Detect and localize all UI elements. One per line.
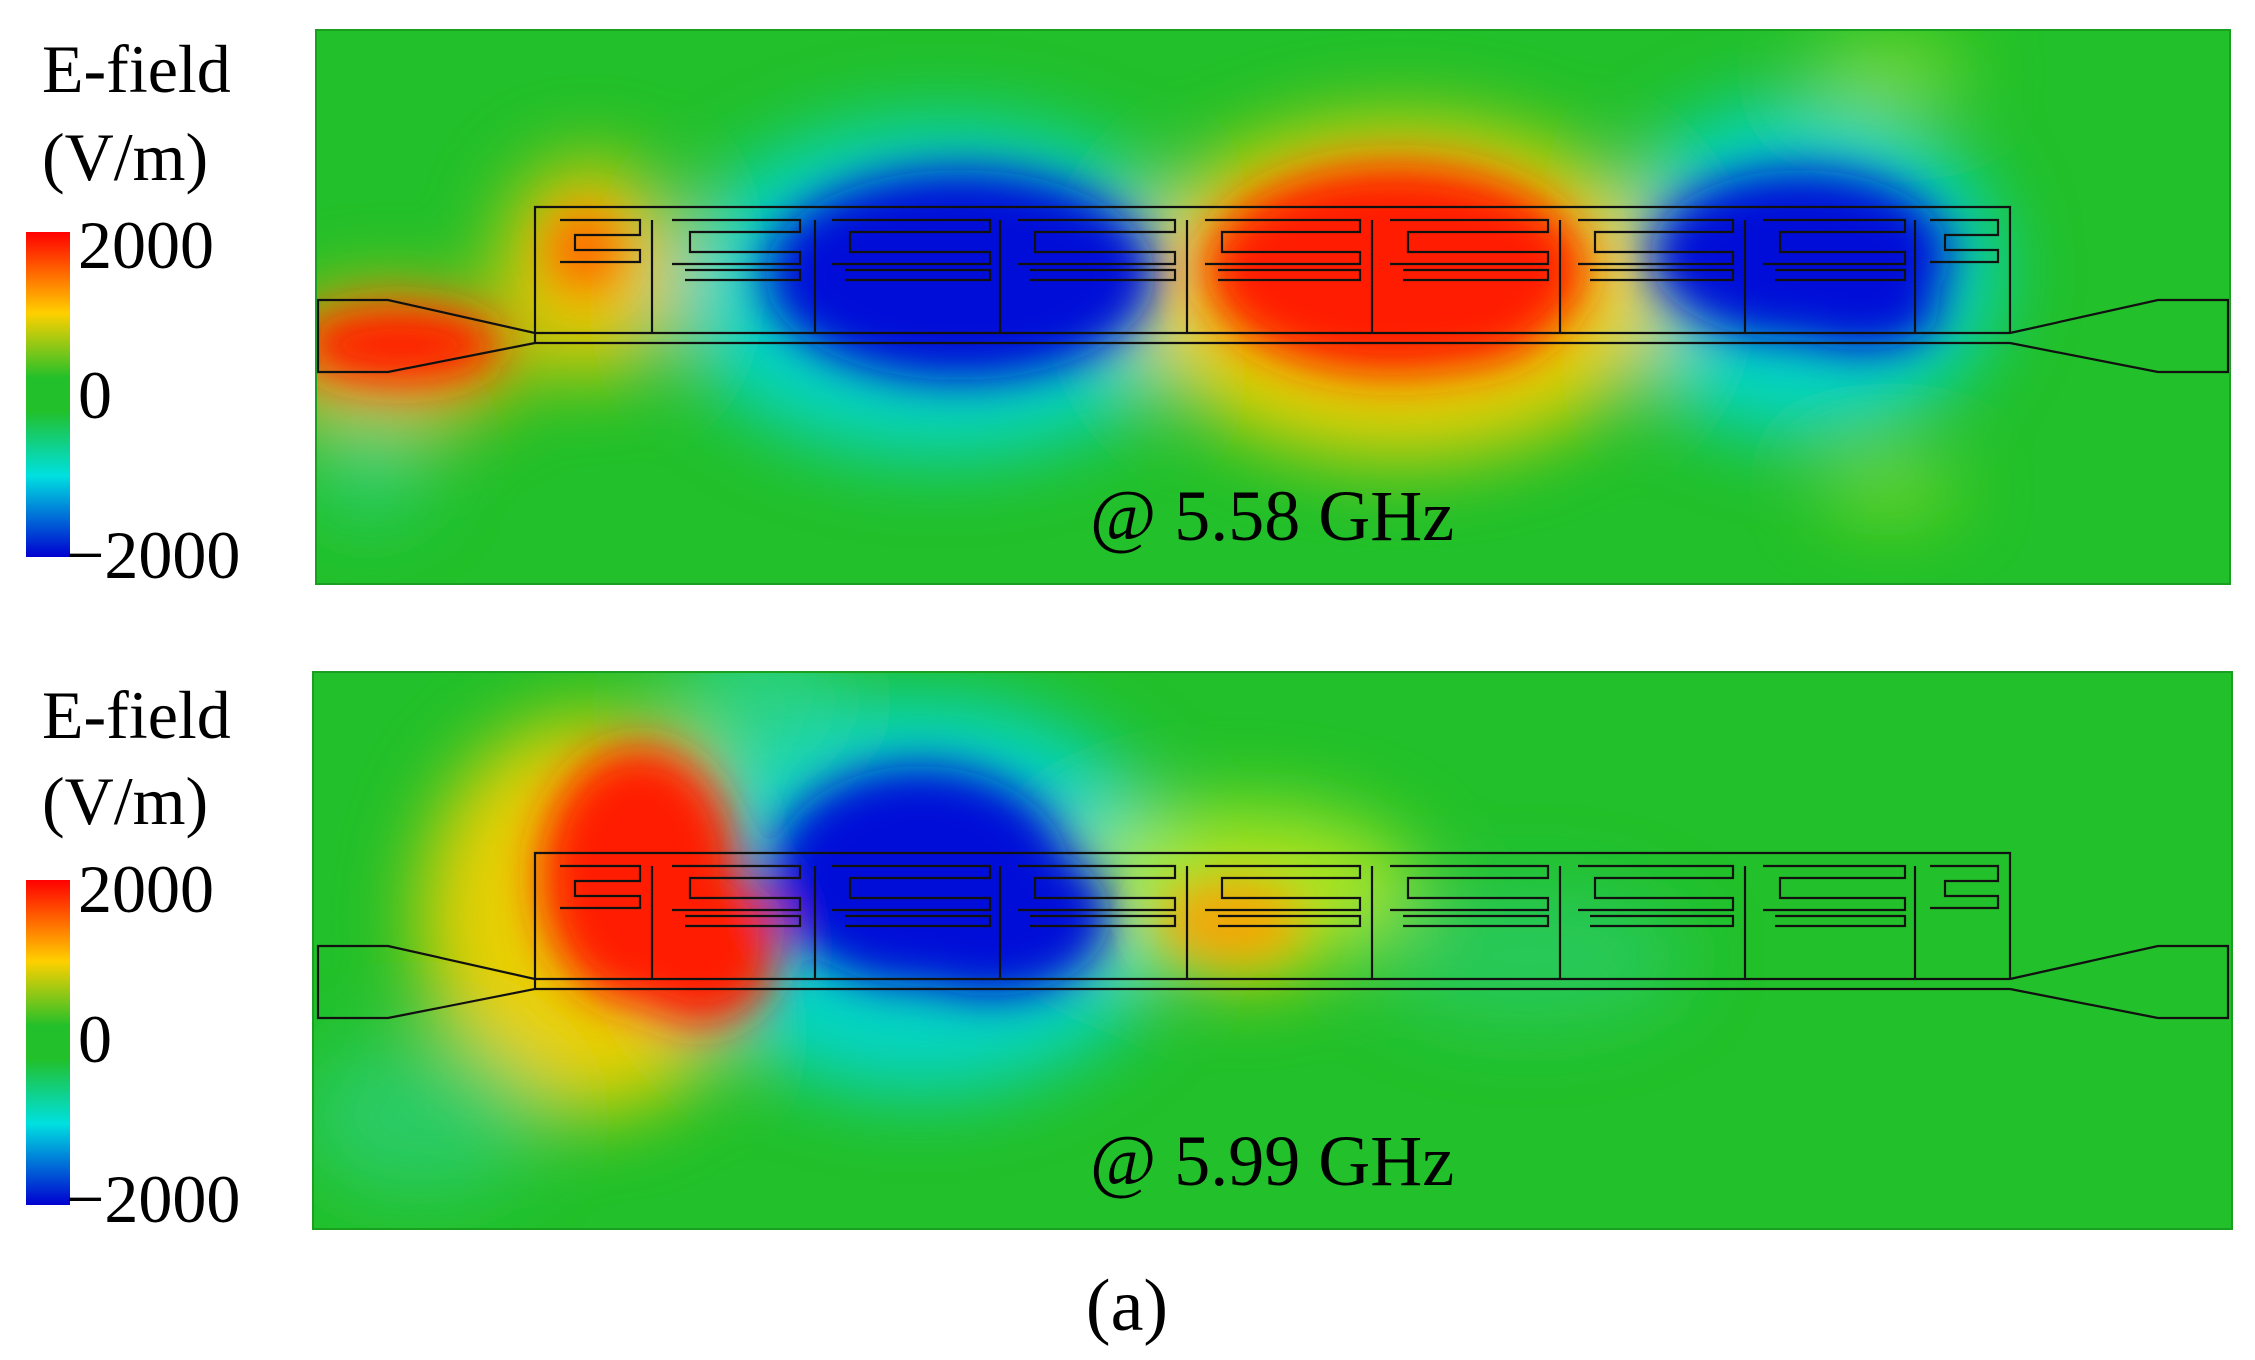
panel-1-label-line2: (V/m) [42,119,208,195]
panel-2-scale-min: −2000 [66,1161,240,1237]
field-map-2-border [312,671,2233,1230]
colorbar-1 [26,232,70,557]
panel-2-scale-max: 2000 [78,851,214,927]
colorbar-1-gradient [26,232,70,557]
panel-2-label-line1: E-field [42,677,231,753]
field-map-1 [316,30,2230,584]
panel-1-label-line1: E-field [42,31,231,107]
panel-1-scale-min: −2000 [66,517,240,593]
panel-2-annotation: @ 5.99 GHz [1090,1121,1454,1201]
figure-caption: (a) [1086,1265,1168,1347]
field-map-2 [313,672,2232,1229]
panel-2: E-field (V/m) 2000 0 −2000 [26,671,2233,1237]
colorbar-2-gradient [26,880,70,1205]
panel-2-label-line2: (V/m) [42,763,208,839]
colorbar-2 [26,880,70,1205]
panel-1-scale-mid: 0 [78,357,112,433]
panel-2-scale-mid: 0 [78,1001,112,1077]
field-map-1-border [315,29,2231,585]
panel-1: E-field (V/m) 2000 0 −2000 [26,29,2231,593]
panel-1-scale-max: 2000 [78,207,214,283]
panel-1-annotation: @ 5.58 GHz [1090,476,1454,556]
